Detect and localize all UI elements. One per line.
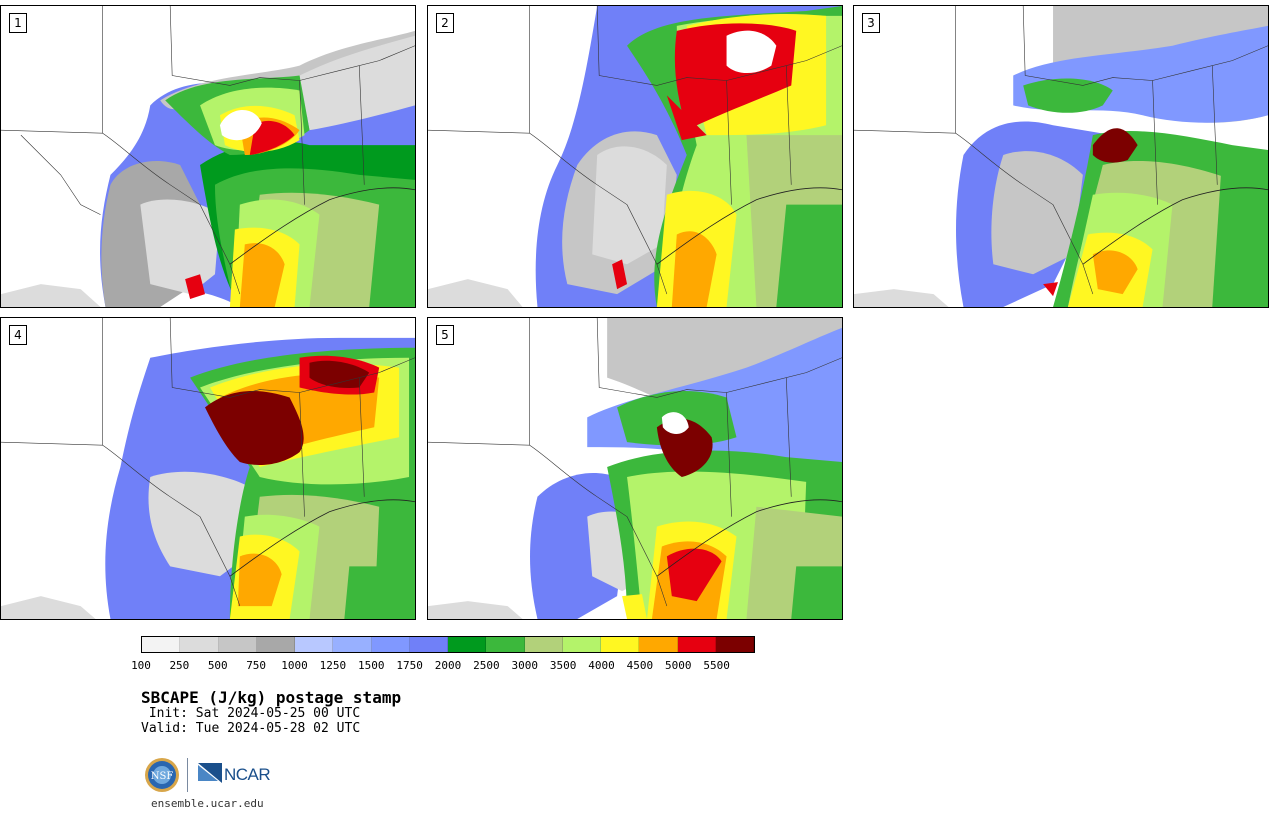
colorbar-segment (562, 637, 601, 652)
stamp-panel-4: 4 (0, 317, 416, 620)
colorbar-tick-label: 4000 (588, 659, 615, 672)
panel-number: 2 (436, 13, 454, 33)
cape-map-1 (1, 6, 415, 307)
ncar-logo-icon (198, 763, 222, 783)
colorbar-tick-label: 750 (246, 659, 267, 672)
colorbar-segment (218, 637, 257, 652)
panel-number: 4 (9, 325, 27, 345)
cape-map-3 (854, 6, 1268, 307)
colorbar-tick-label: 1750 (396, 659, 423, 672)
colorbar-segment (142, 637, 181, 652)
colorbar-tick-label: 2500 (473, 659, 500, 672)
nsf-logo-icon: NSF (145, 758, 179, 792)
logos: NSF NCAR (144, 757, 274, 793)
panel-number: 5 (436, 325, 454, 345)
init-time: Init: Sat 2024-05-25 00 UTC (141, 706, 361, 721)
colorbar-tick-label: 1500 (358, 659, 385, 672)
chart-title: SBCAPE (J/kg) postage stamp (141, 688, 402, 707)
colorbar-segment (601, 637, 640, 652)
nsf-logo-text: NSF (151, 771, 174, 782)
colorbar (141, 636, 755, 653)
colorbar-tick-label: 100 (131, 659, 151, 672)
colorbar-segment (256, 637, 295, 652)
colorbar-tick-label: 1000 (281, 659, 308, 672)
colorbar-tick-label: 500 (207, 659, 228, 672)
cape-map-5 (428, 318, 842, 619)
ncar-logo-text: NCAR (224, 765, 271, 784)
colorbar-tick-label: 5000 (665, 659, 692, 672)
stamp-panel-5: 5 (427, 317, 843, 620)
logo-divider (187, 758, 188, 792)
colorbar-segment (448, 637, 487, 652)
colorbar-segment (371, 637, 410, 652)
colorbar-tick-label: 3500 (549, 659, 577, 672)
cape-map-2 (428, 6, 842, 307)
colorbar-tick-label: 3000 (511, 659, 539, 672)
colorbar-segment (486, 637, 525, 652)
stamp-panel-3: 3 (853, 5, 1269, 308)
colorbar-tick-labels: 100 250 500 750 1000 1250 1500 1750 2000 2500 3000… (131, 659, 755, 673)
colorbar-tick-label: 1250 (319, 659, 347, 672)
colorbar-tick-label: 2000 (434, 659, 462, 672)
panel-number: 3 (862, 13, 880, 33)
colorbar-tick-label: 5500 (703, 659, 730, 672)
colorbar-segment (180, 637, 219, 652)
panel-number: 1 (9, 13, 27, 33)
colorbar-segment (524, 637, 563, 652)
stamp-panel-1: 1 (0, 5, 416, 308)
valid-time: Valid: Tue 2024-05-28 02 UTC (141, 721, 361, 736)
colorbar-segment (677, 637, 716, 652)
colorbar-tick-label: 250 (169, 659, 190, 672)
colorbar-segment (715, 637, 754, 652)
site-url: ensemble.ucar.edu (151, 797, 264, 810)
cape-map-4 (1, 318, 415, 619)
colorbar-segment (295, 637, 334, 652)
colorbar-segment (639, 637, 678, 652)
colorbar-segment (333, 637, 372, 652)
colorbar-segment (409, 637, 448, 652)
stamp-panel-2: 2 (427, 5, 843, 308)
colorbar-tick-label: 4500 (626, 659, 654, 672)
